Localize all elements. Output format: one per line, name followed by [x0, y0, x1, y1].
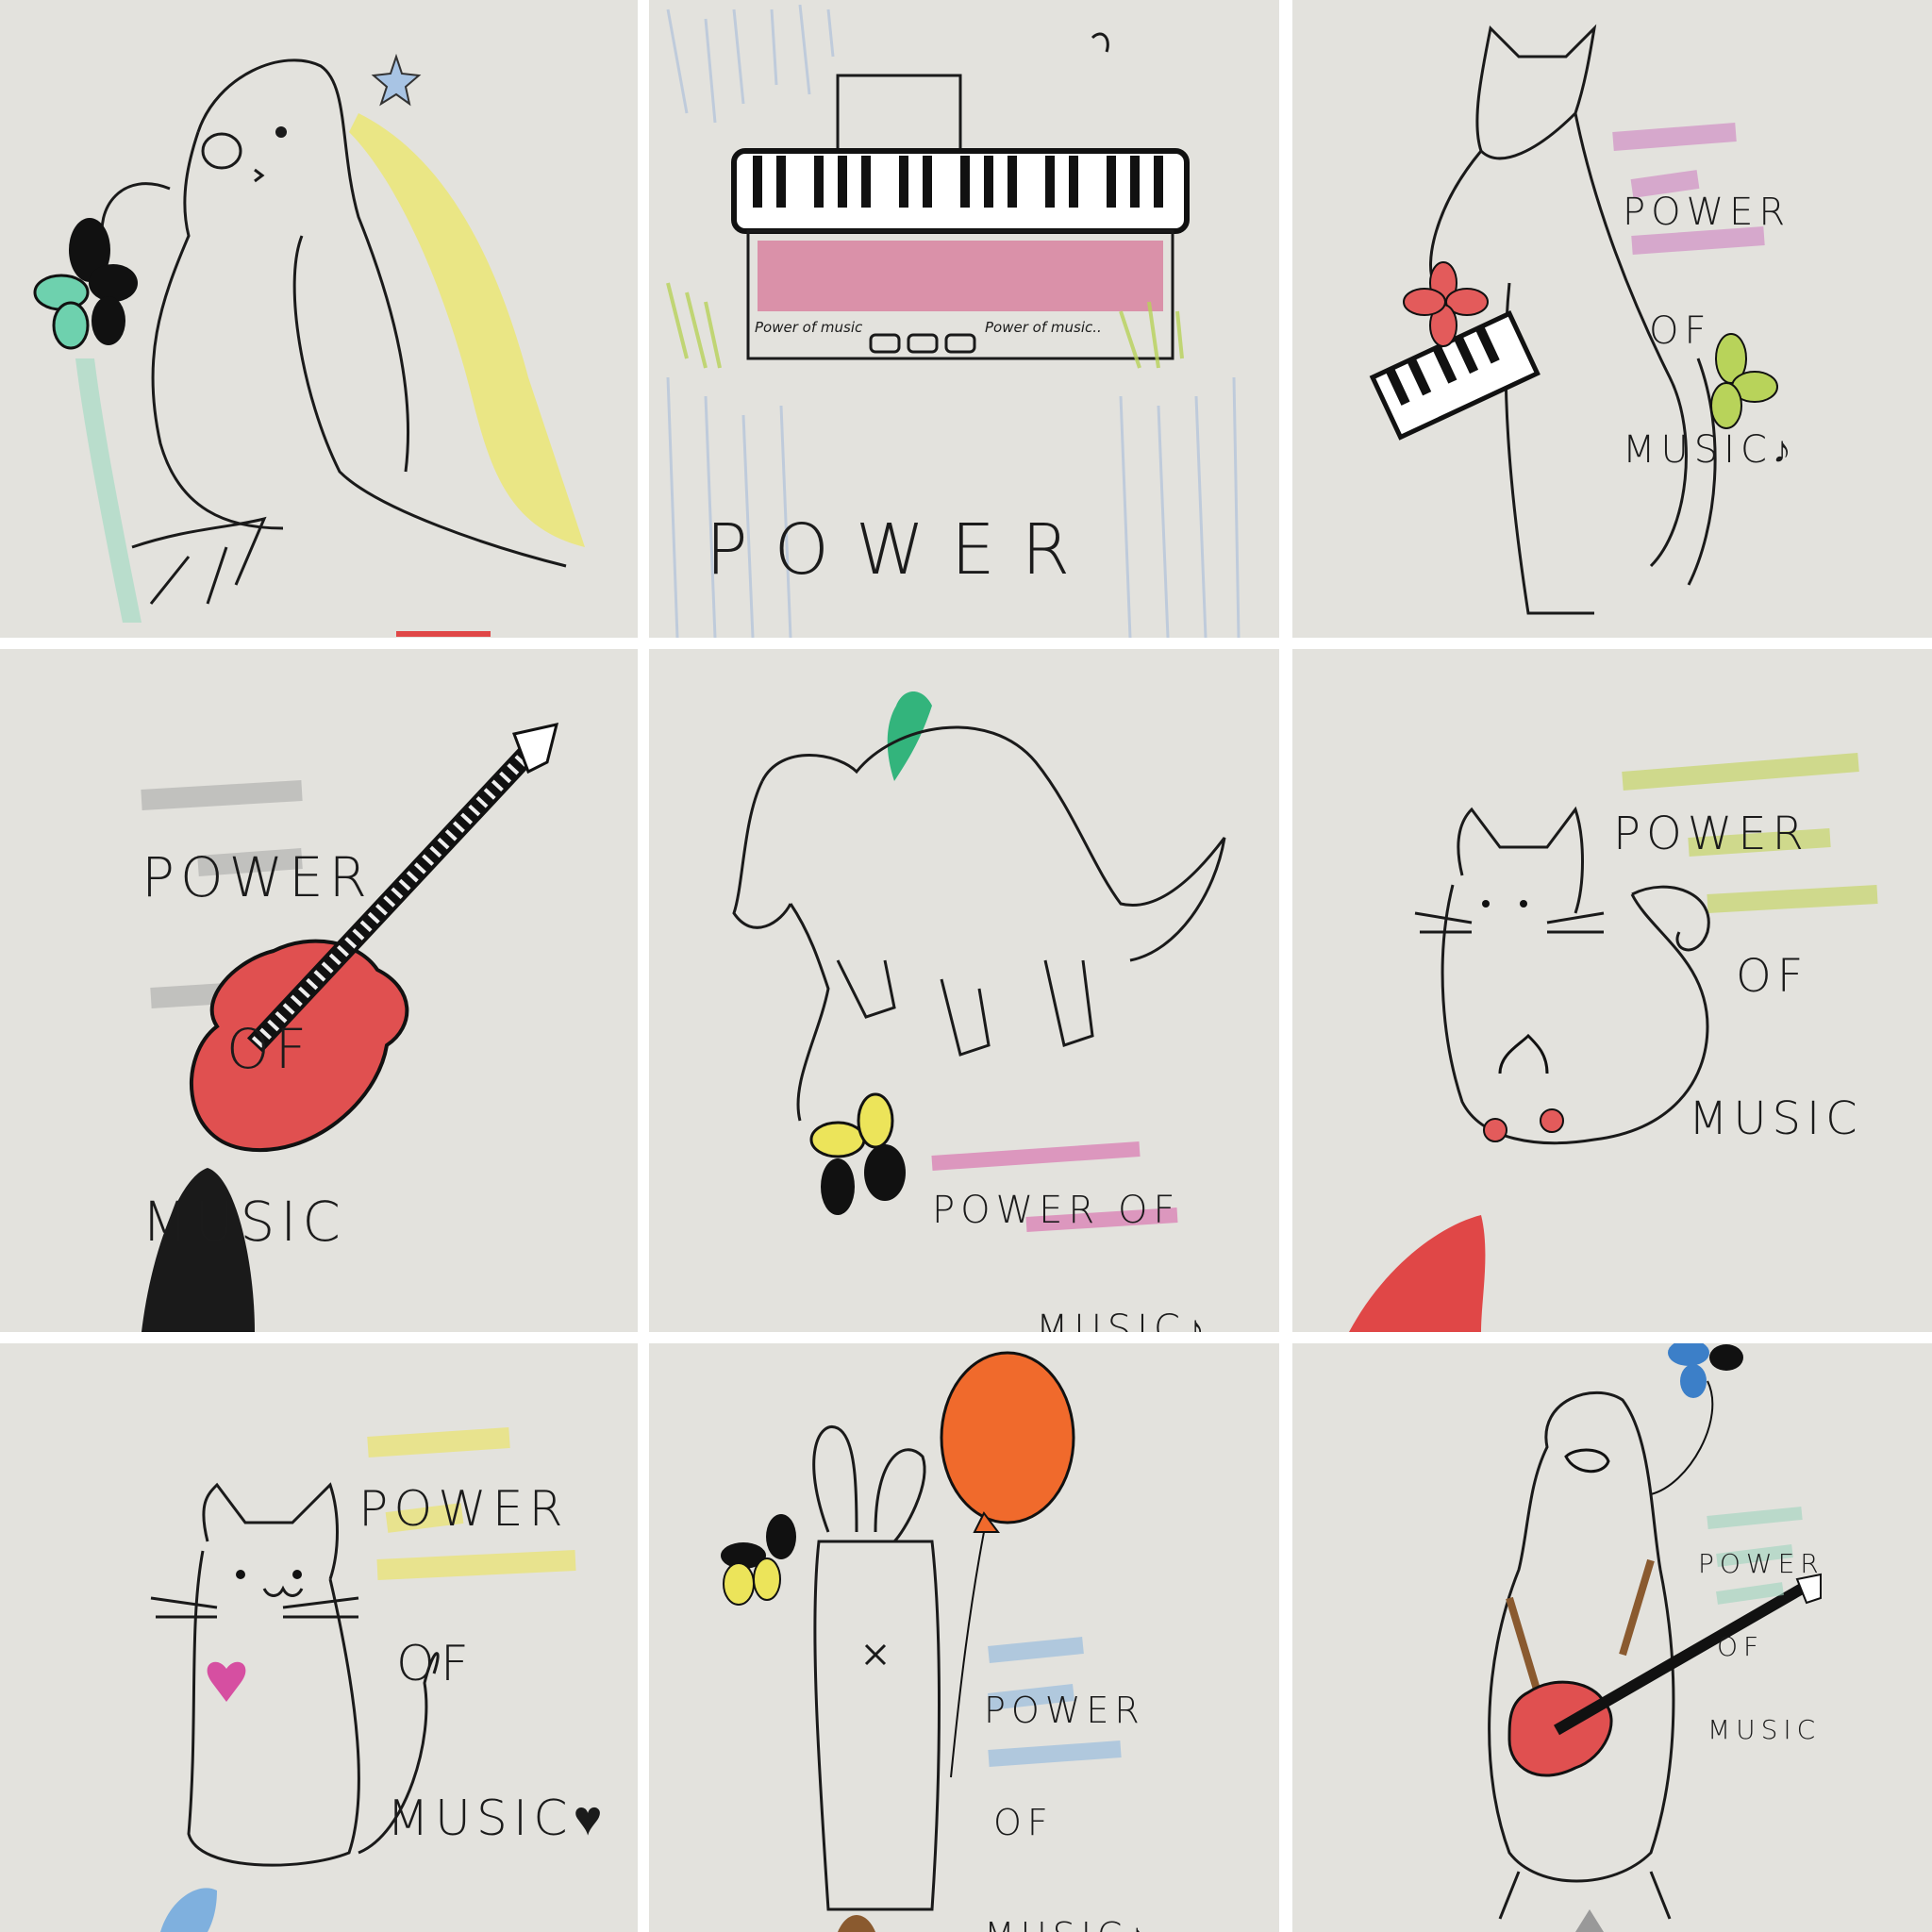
dinosaur-drawing [732, 691, 1226, 1232]
bunny-balloon-drawing [721, 1351, 1122, 1932]
caption-text: POWER OF MUSIC♪ [1623, 191, 1797, 472]
panel-piano: Power of music Power of music.. POWER OF… [649, 0, 1279, 638]
guitar-icon [1507, 1573, 1822, 1777]
piano-drawing [666, 4, 1241, 638]
piano-label-left: Power of music [755, 319, 863, 336]
flower-icon [809, 1092, 906, 1215]
caption-text: POWER OF MUSIC [142, 844, 373, 1255]
panel-dinosaur: POWER OF MUSIC♪ [649, 649, 1279, 1332]
panel-budgie-guitar: POWER OF MUSIC [1292, 1343, 1932, 1932]
panel-cat-piano: POWER OF MUSIC♪ [1292, 0, 1932, 638]
flower-icon [1668, 1343, 1743, 1398]
guitar-drawing [141, 723, 559, 1332]
budgie-drawing [33, 53, 585, 637]
panel-guitar: POWER OF MUSIC [0, 649, 638, 1332]
caption-text: POWER OF MUSIC♪ [984, 1689, 1145, 1932]
caption-text: POWER OF MUSIC [706, 509, 1097, 591]
panel-budgie-flower: POWER OF [0, 0, 638, 638]
green-flower-icon [1710, 333, 1778, 429]
flower-icon [33, 218, 138, 350]
caption-text: POWER OF [75, 594, 427, 638]
panel-squirrel-cat: POWER OF MUSIC [1292, 649, 1932, 1332]
red-flower-icon [1403, 261, 1489, 347]
keyboard-icon [1369, 310, 1541, 441]
flower-icon [721, 1514, 796, 1606]
cherry-icon [1483, 1033, 1564, 1142]
caption-text: POWER OF MUSIC♥ [358, 1481, 608, 1847]
piano-label-right: Power of music.. [985, 319, 1102, 336]
squirrel-cat-drawing [1349, 753, 1878, 1332]
cat-piano-drawing [1369, 24, 1778, 615]
caption-text: POWER OF MUSIC [1613, 807, 1863, 1146]
music-note-icon [1091, 32, 1109, 53]
heart-icon [207, 1661, 246, 1702]
guitar-icon [190, 723, 559, 1153]
panel-cat-heart: POWER OF MUSIC♥ [0, 1343, 638, 1932]
caption-text: POWER OF MUSIC♪ [932, 1189, 1210, 1332]
panel-bunny-balloon: POWER OF MUSIC♪ [649, 1343, 1279, 1932]
caption-text: POWER OF MUSIC [1698, 1547, 1824, 1746]
budgie-guitar-drawing [1488, 1343, 1822, 1932]
cat-heart-drawing [150, 1427, 576, 1932]
balloon-icon [940, 1351, 1075, 1524]
